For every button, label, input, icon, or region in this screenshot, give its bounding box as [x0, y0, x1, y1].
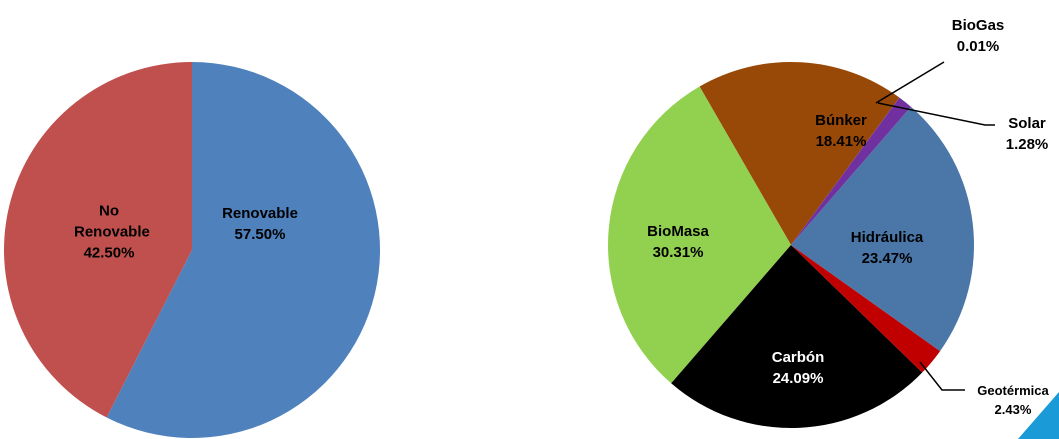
slice-label: Búnker 18.41%: [815, 110, 867, 152]
slice-label: Carbón 24.09%: [772, 347, 825, 389]
slice-name: Carbón: [771, 349, 825, 366]
slice-value: 30.31%: [652, 244, 704, 261]
slice-name: Geotérmica: [977, 383, 1049, 398]
slice-label: Renovable 57.50%: [222, 203, 298, 245]
pie-slice: [791, 245, 941, 373]
slice-value: 42.50%: [83, 244, 135, 262]
slice-value: 1.28%: [1005, 136, 1049, 153]
slice-value: 23.47%: [861, 250, 913, 267]
slice-value: 57.50%: [234, 226, 286, 243]
pie-slice: [106, 62, 381, 438]
slice-value: 24.09%: [772, 370, 824, 387]
slice-name: No Renovable: [74, 202, 150, 241]
slice-name: BioMasa: [647, 223, 709, 240]
slice-label: No Renovable 42.50%: [74, 201, 150, 264]
slice-label: Geotérmica 2.43%: [977, 381, 1049, 419]
slice-name: Hidráulica: [850, 229, 924, 246]
pie-slice: [4, 62, 193, 418]
corner-decoration: [1018, 392, 1059, 439]
slice-label: Solar 1.28%: [1006, 113, 1049, 155]
slice-name: Renovable: [222, 205, 298, 222]
slice-label: BioGas 0.01%: [952, 15, 1005, 57]
slice-name: BioGas: [951, 17, 1005, 34]
leader-line: [919, 361, 965, 391]
slice-value: 0.01%: [956, 38, 1000, 55]
slice-label: Hidráulica 23.47%: [851, 227, 924, 269]
pie-slice: [791, 97, 900, 245]
pie-slice: [699, 61, 900, 245]
slice-name: Solar: [1008, 115, 1046, 132]
pie-slice: [671, 245, 923, 428]
pie-slice: [608, 86, 791, 384]
pie-slice: [791, 106, 974, 352]
slice-value: 18.41%: [815, 133, 867, 150]
pie-slice: [791, 97, 911, 245]
slice-name: Búnker: [815, 112, 867, 129]
leader-line: [877, 102, 995, 126]
leader-line: [875, 61, 945, 104]
slice-value: 2.43%: [994, 402, 1032, 417]
slice-label: BioMasa 30.31%: [647, 221, 709, 263]
